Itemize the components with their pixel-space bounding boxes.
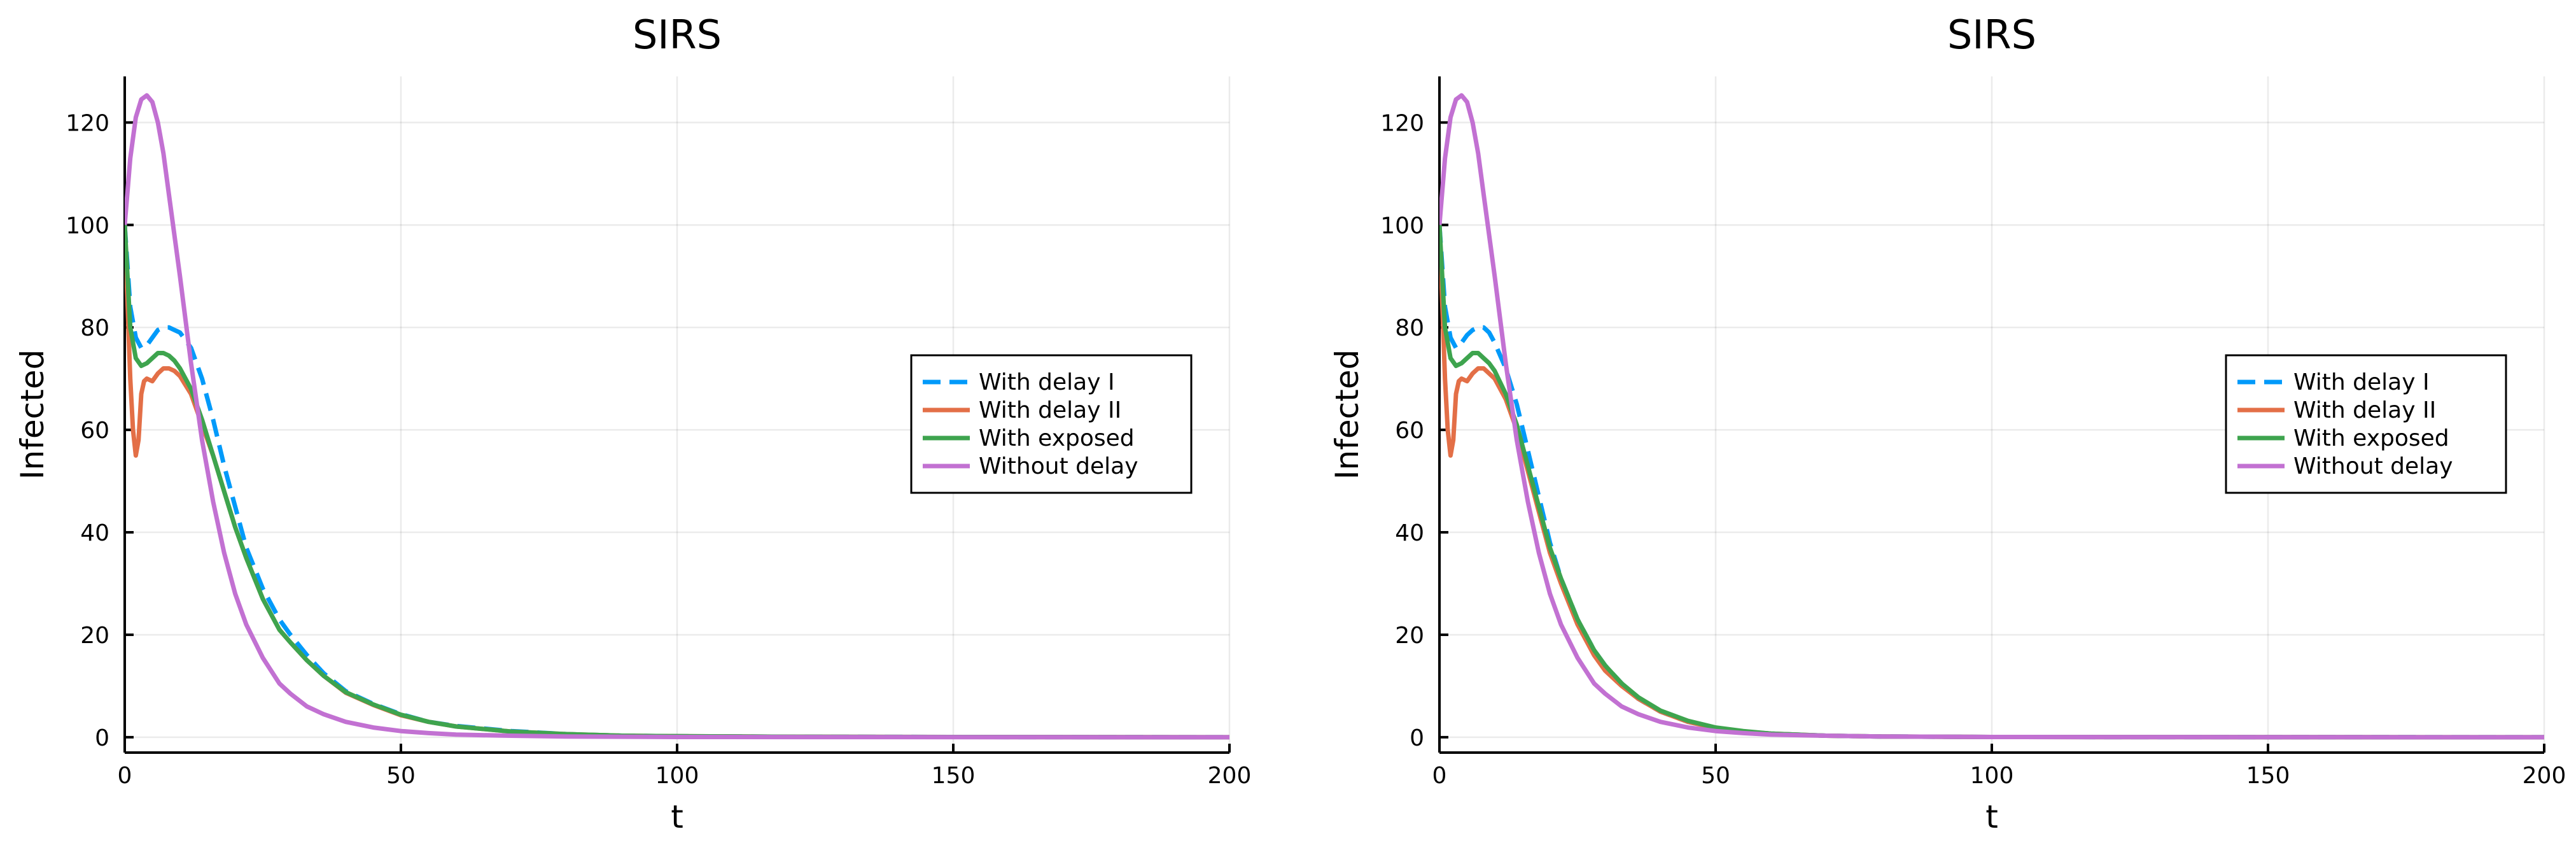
x-tick-label: 150	[2246, 763, 2290, 789]
series-line-without-delay	[125, 93, 1229, 740]
legend-label: Without delay	[979, 453, 1138, 479]
y-axis-label: Infected	[14, 350, 51, 479]
y-tick-label: 20	[1395, 623, 1424, 649]
x-tick-label: 200	[2523, 763, 2566, 789]
y-tick-label: 40	[1395, 520, 1424, 546]
x-tick-label: 0	[118, 763, 132, 789]
x-tick-label: 100	[655, 763, 699, 789]
chart-panel-1: 0 50 100 150 200 0 20 40 60 80 100 120 SIRS t Infected…	[14, 11, 1251, 835]
series-line-with-exposed	[125, 225, 1229, 740]
y-tick-label: 120	[66, 110, 109, 136]
legend-box	[2225, 354, 2507, 494]
legend-box	[910, 354, 1193, 494]
y-tick-label: 0	[1410, 725, 1424, 751]
y-tick-label: 0	[95, 725, 109, 751]
legend-label: With exposed	[2293, 425, 2449, 451]
legend-label: With delay I	[2293, 369, 2430, 395]
chart-title: SIRS	[1947, 11, 2036, 58]
y-tick-label: 60	[80, 418, 109, 444]
y-tick-label: 20	[80, 623, 109, 649]
x-axis-label: t	[671, 798, 683, 835]
x-tick-label: 100	[1970, 763, 2014, 789]
series-line-without-delay	[1439, 93, 2544, 740]
y-tick-label: 100	[66, 213, 109, 239]
series-group	[125, 93, 1229, 740]
series-group	[1439, 93, 2544, 740]
legend-label: With delay II	[979, 397, 1121, 423]
y-tick-label: 100	[1380, 213, 1424, 239]
y-tick-label: 80	[80, 315, 109, 341]
chart-panel-2: 0 50 100 150 200 0 20 40 60 80 100 120 SIRS t Infected…	[1329, 11, 2566, 835]
y-tick-label: 60	[1395, 418, 1424, 444]
x-tick-label: 200	[1208, 763, 1252, 789]
x-tick-label: 0	[1432, 763, 1447, 789]
chart-title: SIRS	[633, 11, 722, 58]
x-tick-label: 150	[932, 763, 976, 789]
legend-label: With delay II	[2293, 397, 2436, 423]
x-axis-label: t	[1985, 798, 1998, 835]
y-tick-label: 120	[1380, 110, 1424, 136]
x-tick-label: 50	[386, 763, 416, 789]
legend-label: Without delay	[2293, 453, 2453, 479]
y-tick-label: 40	[80, 520, 109, 546]
y-axis-label: Infected	[1329, 350, 1366, 479]
legend-label: With delay I	[979, 369, 1115, 395]
x-tick-label: 50	[1701, 763, 1730, 789]
y-tick-label: 80	[1395, 315, 1424, 341]
legend-label: With exposed	[979, 425, 1135, 451]
